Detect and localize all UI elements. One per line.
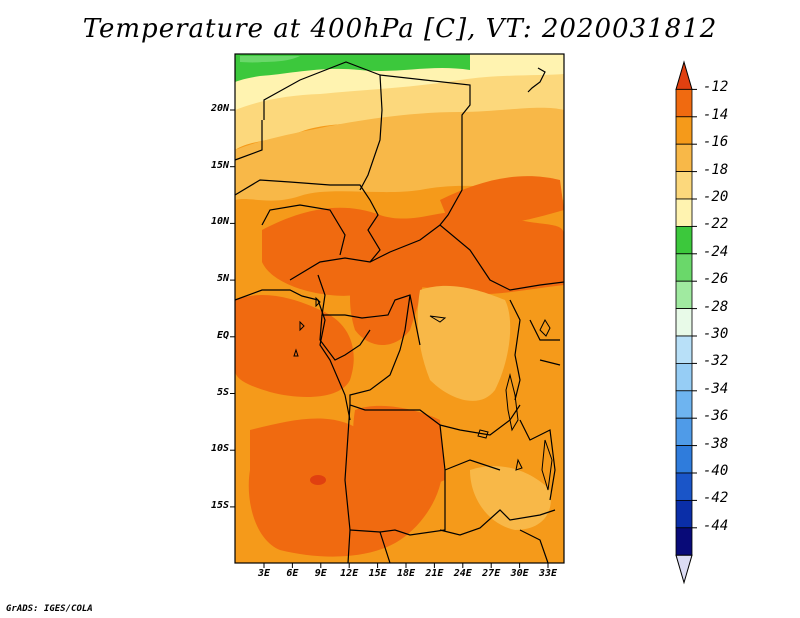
colorbar-label: -24 xyxy=(703,243,729,260)
map-title: Temperature at 400hPa [C], VT: 202003181… xyxy=(82,14,718,44)
field-warm-patch xyxy=(235,295,354,397)
lon-label: 12E xyxy=(340,568,359,579)
colorbar-label: -28 xyxy=(703,298,729,315)
lon-label: 21E xyxy=(425,568,444,579)
colorbar-label: -42 xyxy=(703,490,729,507)
colorbar-swatch xyxy=(675,89,693,118)
colorbar-swatch xyxy=(675,445,693,474)
colorbar-label: -34 xyxy=(703,380,729,397)
country-borders xyxy=(234,61,565,564)
lon-label: 30E xyxy=(510,568,529,579)
field-band-cold-light xyxy=(240,56,300,63)
colorbar-swatch xyxy=(675,280,693,310)
lat-label: 5S xyxy=(216,386,229,398)
colorbar-swatch xyxy=(675,390,693,419)
colorbar-label: -16 xyxy=(703,134,729,151)
lat-label: 5N xyxy=(216,273,229,285)
coastline xyxy=(293,296,321,357)
lon-label: 24E xyxy=(453,568,472,579)
colorbar xyxy=(675,60,697,585)
lat-label: 10S xyxy=(210,443,229,455)
colorbar-swatch xyxy=(675,527,693,556)
field-warm-patch xyxy=(353,405,445,495)
lat-label: EQ xyxy=(216,329,229,341)
lon-label: 33E xyxy=(538,568,558,579)
colorbar-label: -20 xyxy=(703,189,729,205)
colorbar-label: -32 xyxy=(703,353,729,370)
coastline xyxy=(234,289,351,421)
colorbar-swatch xyxy=(675,308,693,337)
colorbar-swatch xyxy=(675,116,693,145)
field-warm-patch xyxy=(440,176,564,227)
colorbar-label: -30 xyxy=(703,326,729,342)
colorbar-label: -38 xyxy=(703,435,729,452)
field-cool-patch xyxy=(470,466,551,530)
field-warm-spot xyxy=(310,475,326,485)
lon-label: 18E xyxy=(396,568,416,579)
lon-label: 6E xyxy=(286,568,299,579)
field-cool-patch xyxy=(417,285,511,401)
colorbar-swatch xyxy=(675,362,693,392)
lon-label: 9E xyxy=(314,568,327,579)
axis-ticks xyxy=(230,109,549,568)
lon-label: 27E xyxy=(482,568,501,579)
colorbar-top-arrow xyxy=(675,60,693,90)
colorbar-label: -18 xyxy=(703,161,729,178)
lat-label: 20N xyxy=(210,103,229,114)
colorbar-label: -12 xyxy=(703,79,729,96)
colorbar-swatch xyxy=(675,143,693,172)
field-band-mid xyxy=(235,107,564,201)
colorbar-label: -40 xyxy=(703,463,729,479)
colorbar-label: -36 xyxy=(703,408,729,425)
footer-credit: GrADS: IGES/COLA xyxy=(6,604,93,614)
field-band-cool xyxy=(235,74,564,150)
colorbar-swatch xyxy=(675,171,693,200)
lakes xyxy=(429,315,553,491)
map-plot-area xyxy=(234,54,565,564)
field-band-cold xyxy=(235,54,470,82)
colorbar-label: -22 xyxy=(703,216,729,233)
field-band-cooler xyxy=(235,54,564,120)
colorbar-swatch xyxy=(675,253,693,282)
lat-label: 15N xyxy=(210,159,229,171)
colorbar-bottom-arrow xyxy=(675,554,693,585)
colorbar-swatch xyxy=(675,225,693,255)
colorbar-swatch xyxy=(675,198,693,227)
lon-label: 3E xyxy=(257,568,271,579)
lat-label: 10N xyxy=(210,216,229,228)
colorbar-swatch xyxy=(675,472,693,501)
colorbar-label: -26 xyxy=(703,271,729,288)
map-frame xyxy=(234,53,565,564)
colorbar-label: -44 xyxy=(703,517,729,534)
colorbar-swatch xyxy=(675,417,693,447)
colorbar-swatch xyxy=(675,335,693,364)
lon-label: 15E xyxy=(368,568,387,579)
colorbar-swatch xyxy=(675,499,693,529)
colorbar-label: -14 xyxy=(703,106,729,123)
lat-label: 15S xyxy=(210,499,229,511)
coastline xyxy=(527,67,546,93)
